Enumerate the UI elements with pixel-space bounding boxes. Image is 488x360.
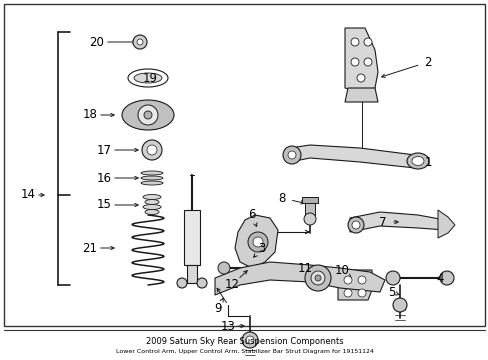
Text: 1: 1 [424,157,431,170]
Polygon shape [215,262,384,295]
Circle shape [142,140,162,160]
Circle shape [439,271,453,285]
Circle shape [304,213,315,225]
Ellipse shape [141,171,163,175]
Circle shape [343,276,351,284]
Circle shape [350,38,358,46]
Ellipse shape [145,210,159,215]
Text: 2009 Saturn Sky Rear Suspension Components: 2009 Saturn Sky Rear Suspension Componen… [145,338,343,346]
Text: 13: 13 [220,320,235,333]
Text: 19: 19 [142,72,157,85]
Circle shape [287,151,295,159]
Circle shape [385,271,399,285]
Circle shape [363,38,371,46]
Circle shape [363,58,371,66]
Bar [186,265,197,283]
Polygon shape [349,212,444,232]
Ellipse shape [141,181,163,185]
Circle shape [347,217,363,233]
Bar [302,197,317,203]
Text: Lower Control Arm, Upper Control Arm, Stabilizer Bar Strut Diagram for 19151124: Lower Control Arm, Upper Control Arm, St… [115,350,373,355]
Bar [183,210,200,265]
Circle shape [245,336,253,344]
Circle shape [305,265,330,291]
Circle shape [218,262,229,274]
Text: 10: 10 [334,264,349,276]
Polygon shape [289,145,414,168]
Text: 4: 4 [435,271,443,284]
Polygon shape [345,88,377,102]
Circle shape [283,146,301,164]
Circle shape [138,105,158,125]
Ellipse shape [145,199,159,204]
Bar [4,4,484,326]
Circle shape [356,74,364,82]
Circle shape [310,271,325,285]
Ellipse shape [411,157,423,166]
Circle shape [314,275,320,281]
Text: 21: 21 [82,242,97,255]
Text: 11: 11 [297,261,312,274]
Ellipse shape [134,73,162,83]
Circle shape [351,221,359,229]
Text: 20: 20 [89,36,104,49]
Circle shape [343,289,351,297]
Text: 6: 6 [248,208,255,221]
Text: 18: 18 [82,108,97,122]
Ellipse shape [128,69,168,87]
Polygon shape [337,270,371,300]
Text: 14: 14 [20,189,36,202]
Text: 2: 2 [424,55,431,68]
Ellipse shape [142,194,161,199]
Polygon shape [345,28,377,92]
Circle shape [247,232,267,252]
Text: 16: 16 [96,171,111,184]
Circle shape [252,237,263,247]
Circle shape [242,332,258,348]
Circle shape [143,111,152,119]
Circle shape [147,145,157,155]
Text: 8: 8 [278,192,285,204]
Text: 12: 12 [224,279,239,292]
Circle shape [357,289,365,297]
Circle shape [350,58,358,66]
Circle shape [177,278,186,288]
Text: 3: 3 [258,242,265,255]
Polygon shape [437,210,454,238]
Ellipse shape [141,176,163,180]
Circle shape [133,35,147,49]
Circle shape [137,39,142,45]
Ellipse shape [406,153,428,169]
Text: 15: 15 [96,198,111,211]
Text: 9: 9 [214,302,221,315]
Text: 17: 17 [96,144,111,157]
Bar [305,203,314,215]
Circle shape [392,298,406,312]
Circle shape [357,276,365,284]
Text: 7: 7 [379,216,386,229]
Ellipse shape [122,100,174,130]
Polygon shape [235,215,278,268]
Ellipse shape [142,204,161,210]
Circle shape [197,278,206,288]
Text: 5: 5 [387,285,395,298]
